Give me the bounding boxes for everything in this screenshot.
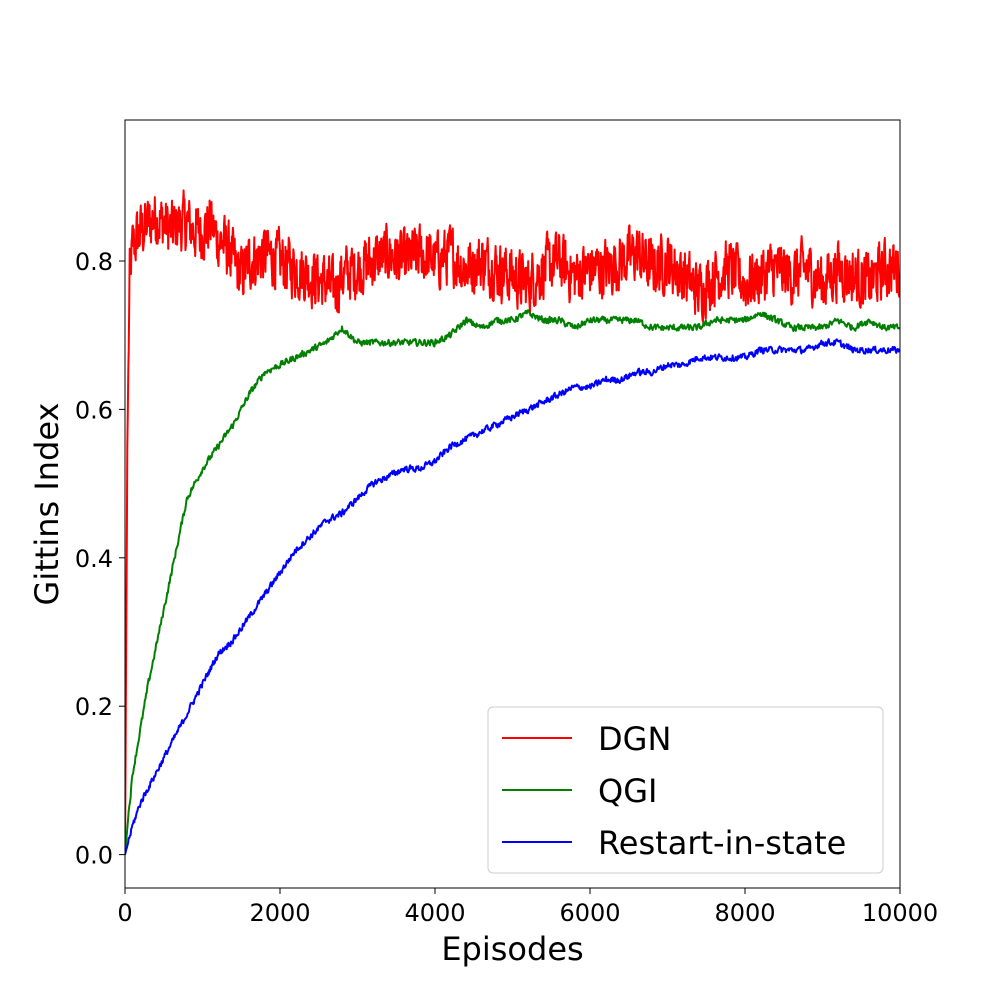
series-line-restart-in-state xyxy=(125,338,900,855)
x-tick-label: 2000 xyxy=(249,899,310,927)
x-tick-label: 4000 xyxy=(404,899,465,927)
x-axis-label: Episodes xyxy=(441,930,583,968)
legend-box xyxy=(487,706,884,874)
series-layer xyxy=(125,189,900,855)
y-axis-label: Gittins Index xyxy=(28,403,66,606)
legend: DGN QGI Restart-in-state xyxy=(487,706,884,874)
plot-frame xyxy=(124,119,901,889)
x-tick-label: 8000 xyxy=(714,899,775,927)
y-tick-label: 0.2 xyxy=(75,693,113,721)
legend-label: Restart-in-state xyxy=(598,824,846,862)
x-tick-label: 0 xyxy=(117,899,132,927)
y-tick-label: 0.0 xyxy=(75,842,113,870)
legend-label: DGN xyxy=(598,720,671,758)
y-tick-label: 0.4 xyxy=(75,545,113,573)
y-tick-label: 0.6 xyxy=(75,396,113,424)
series-line-dgn xyxy=(125,189,900,855)
series-line-qgi xyxy=(125,309,900,855)
x-tick-label: 6000 xyxy=(559,899,620,927)
y-tick-label: 0.8 xyxy=(75,248,113,276)
legend-label: QGI xyxy=(598,772,657,810)
ticks-layer: 0 2000 4000 6000 8000 10000 0.0 0.2 0.4 0.6 0.8 xyxy=(75,248,938,927)
x-tick-label: 10000 xyxy=(862,899,938,927)
